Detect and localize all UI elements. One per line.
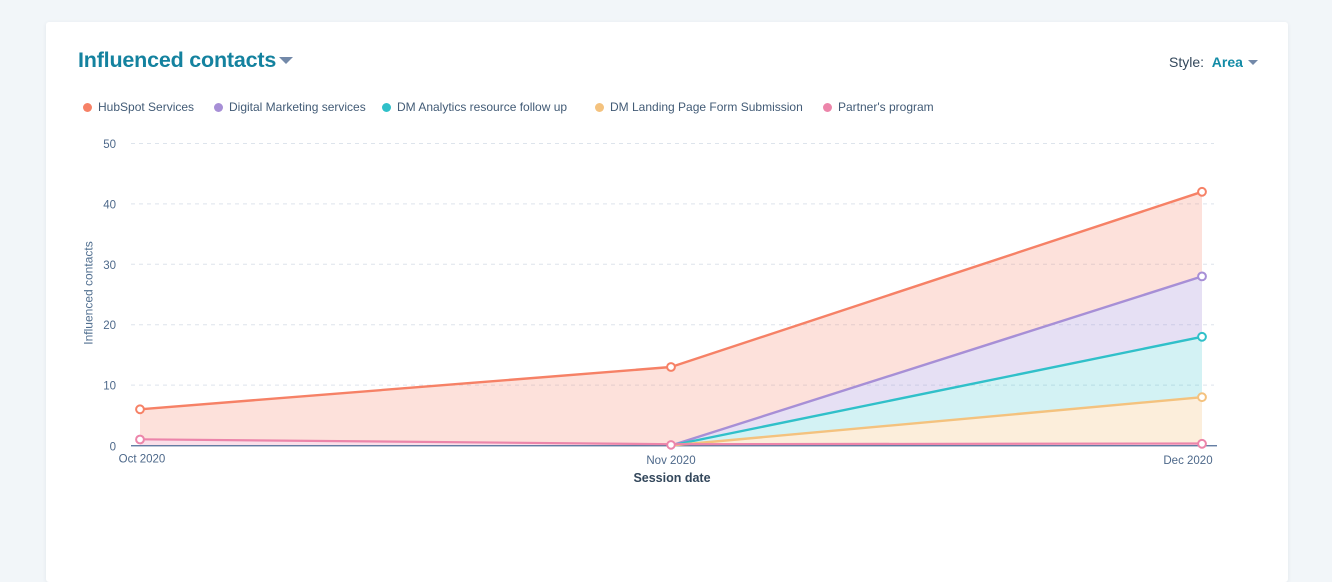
svg-text:Session date: Session date: [633, 471, 710, 485]
svg-text:20: 20: [103, 320, 116, 332]
svg-text:40: 40: [103, 199, 116, 211]
svg-text:50: 50: [103, 139, 116, 151]
svg-text:Nov 2020: Nov 2020: [646, 455, 695, 467]
svg-text:Dec 2020: Dec 2020: [1163, 455, 1212, 467]
svg-text:Influenced contacts: Influenced contacts: [82, 241, 96, 344]
svg-text:Oct 2020: Oct 2020: [119, 454, 166, 466]
svg-text:30: 30: [103, 260, 116, 272]
svg-text:0: 0: [110, 441, 116, 453]
svg-text:10: 10: [103, 381, 116, 393]
